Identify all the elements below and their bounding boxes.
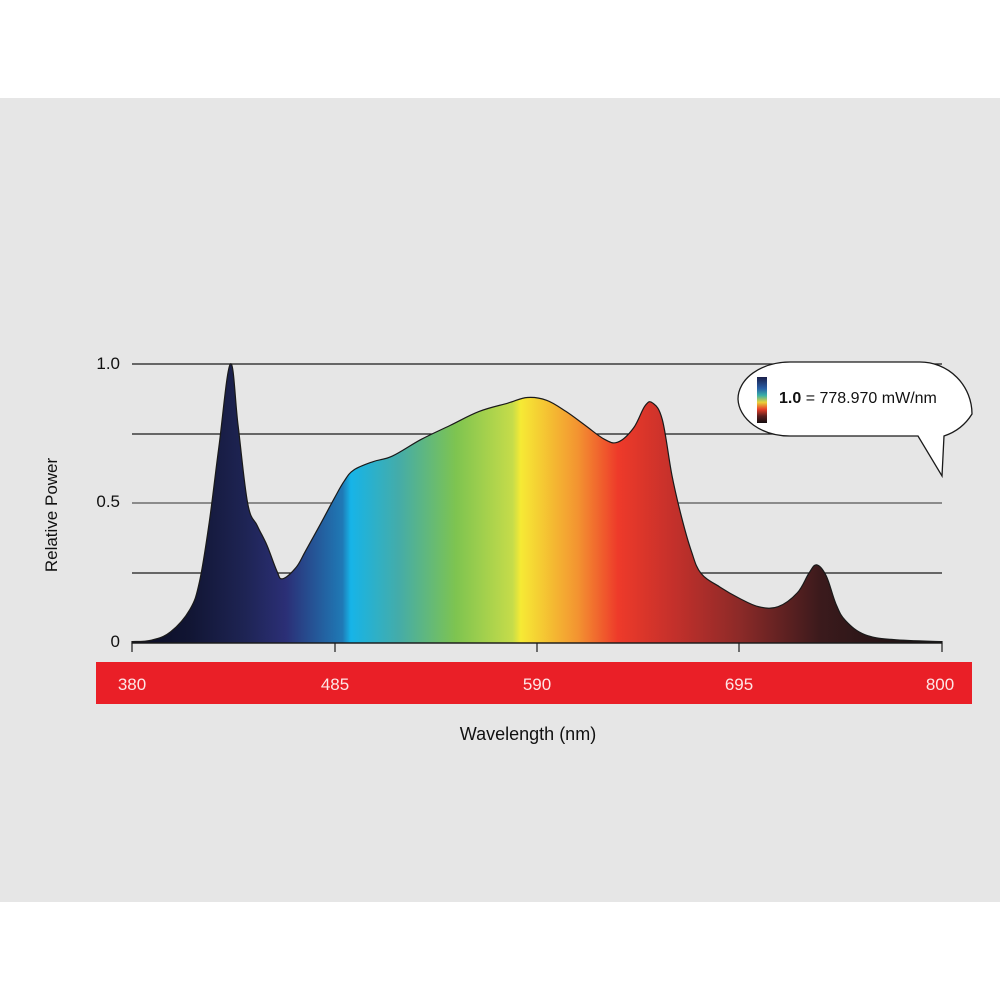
legend-unit: = 778.970 mW/nm xyxy=(801,390,937,407)
x-tick-800: 800 xyxy=(925,675,955,694)
y-tick-1.0: 1.0 xyxy=(96,354,120,373)
y-tick-0.5: 0.5 xyxy=(96,492,120,511)
x-axis xyxy=(131,642,943,652)
y-tick-0: 0 xyxy=(110,632,120,651)
spectrum-area xyxy=(131,363,943,644)
x-tick-695: 695 xyxy=(724,675,754,694)
legend-text: 1.0 = 778.970 mW/nm xyxy=(779,390,937,408)
legend-callout xyxy=(737,361,973,479)
color-scale-swatch-icon xyxy=(757,377,767,423)
x-tick-590: 590 xyxy=(522,675,552,694)
x-tick-380: 380 xyxy=(117,675,147,694)
y-axis-label: Relative Power xyxy=(42,457,61,573)
legend-value: 1.0 xyxy=(779,390,802,407)
x-axis-label: Wavelength (nm) xyxy=(459,724,597,744)
x-axis-band xyxy=(96,662,972,704)
x-tick-485: 485 xyxy=(320,675,350,694)
